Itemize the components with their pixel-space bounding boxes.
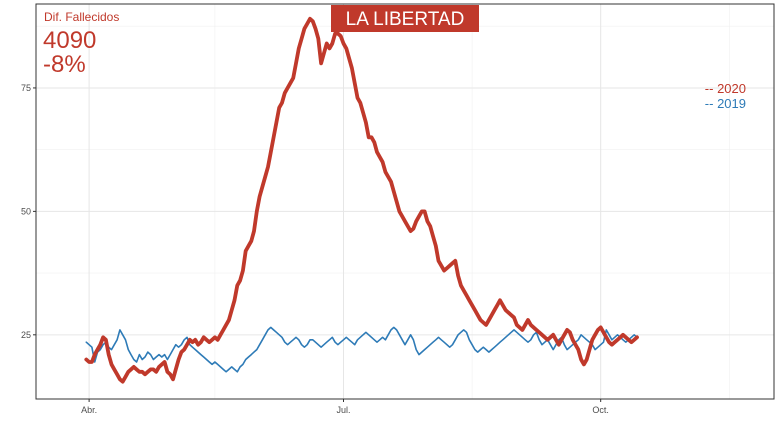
grid <box>36 4 774 399</box>
x-tick-label: Abr. <box>81 405 97 415</box>
y-tick-label: 75 <box>21 83 31 93</box>
annotation-value: 4090 <box>43 27 96 54</box>
series <box>84 16 639 384</box>
title-box <box>331 5 479 32</box>
legend-2020: -- 2020 <box>705 81 746 96</box>
annotation-percent: -8% <box>43 51 86 78</box>
x-tick-label: Jul. <box>336 405 350 415</box>
deaths-difference-annotation: Dif. Fallecidos 4090 -8% <box>43 10 119 78</box>
axes: 25 50 75 Abr. Jul. Oct. <box>21 83 609 415</box>
legend-2019: -- 2019 <box>705 96 746 111</box>
y-tick-label: 25 <box>21 330 31 340</box>
x-tick-label: Oct. <box>592 405 609 415</box>
y-tick-label: 50 <box>21 206 31 216</box>
panel-border <box>35 3 775 400</box>
chart-title: LA LIBERTAD <box>331 5 479 32</box>
annotation-label: Dif. Fallecidos <box>44 10 119 24</box>
title-text: LA LIBERTAD <box>346 9 465 30</box>
series-line-2020 <box>84 16 639 384</box>
legend: -- 2020 -- 2019 <box>705 81 746 111</box>
series-line-2019 <box>85 326 638 373</box>
